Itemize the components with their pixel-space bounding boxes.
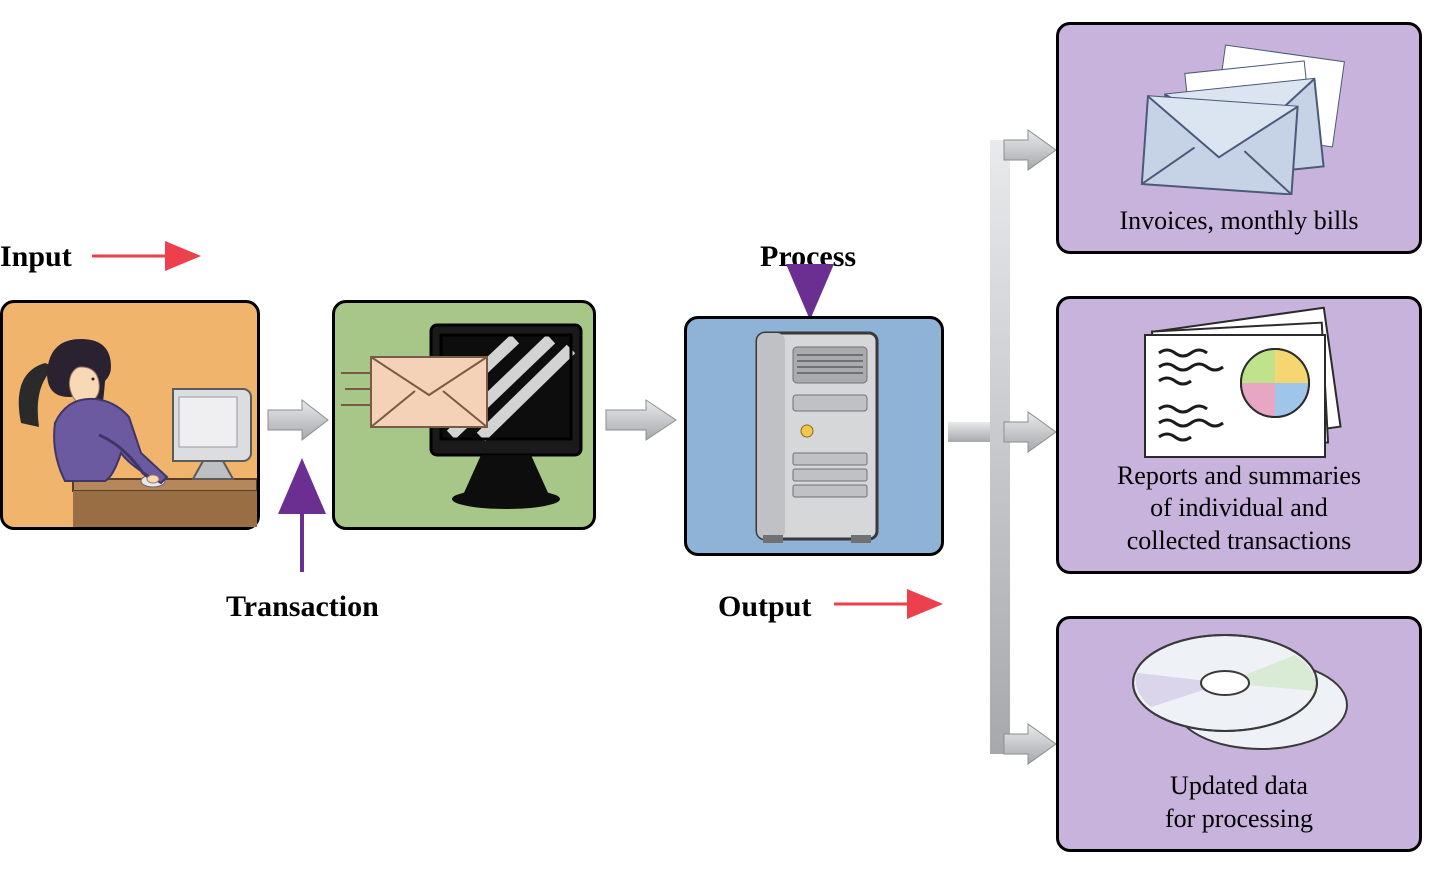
user-at-computer-icon: [3, 303, 257, 527]
node-output-invoices: Invoices, monthly bills: [1056, 22, 1422, 254]
envelope-into-monitor-icon: [335, 303, 593, 527]
node-output-data: Updated data for processing: [1056, 616, 1422, 852]
caption-invoices: Invoices, monthly bills: [1059, 205, 1419, 238]
node-mail-monitor: [332, 300, 596, 530]
node-user: [0, 300, 260, 530]
caption-data: Updated data for processing: [1069, 738, 1409, 836]
caption-reports: Reports and summaries of individual and …: [1069, 427, 1409, 557]
node-server: [684, 316, 944, 556]
node-output-reports: Reports and summaries of individual and …: [1056, 296, 1422, 574]
server-tower-icon: [687, 319, 941, 553]
envelopes-icon: [1059, 25, 1419, 195]
